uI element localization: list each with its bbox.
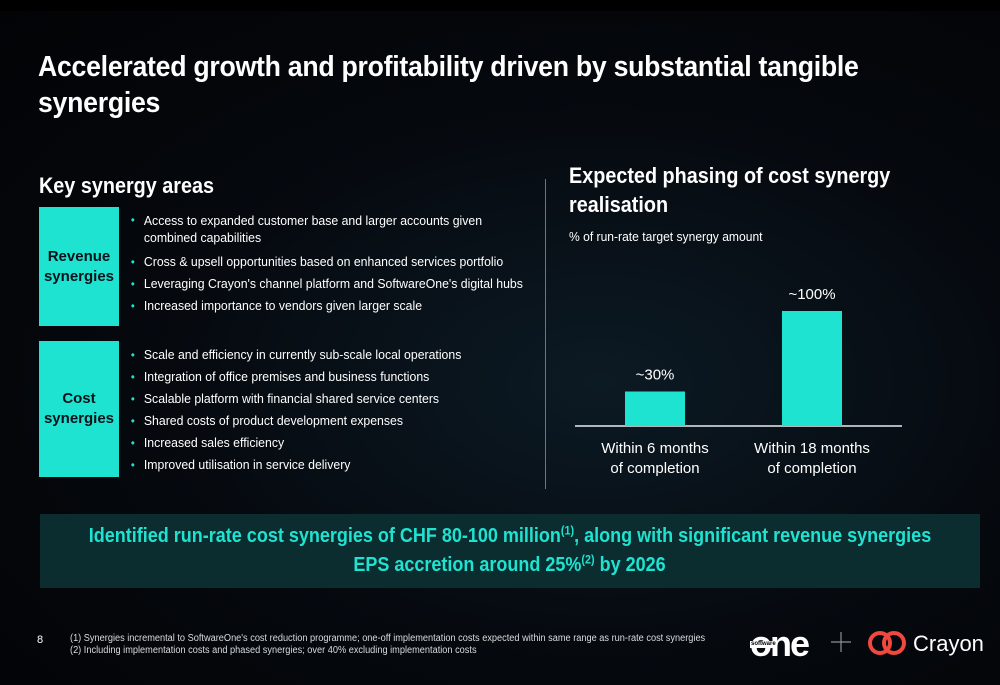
crayon-logo-text: Crayon <box>913 631 984 656</box>
footnote-1: (1) Synergies incremental to SoftwareOne… <box>70 633 706 644</box>
bullet-item: Increased importance to vendors given la… <box>129 295 523 317</box>
key-synergy-heading: Key synergy areas <box>39 173 215 198</box>
footnote-2: (2) Including implementation costs and p… <box>70 645 477 656</box>
bullet-item: Leveraging Crayon's channel platform and… <box>129 273 523 295</box>
banner-line-2: EPS accretion around 25%(2) by 2026 <box>353 552 667 576</box>
chart-subtitle: % of run-rate target synergy amount <box>569 229 763 244</box>
softwareone-logo: one software <box>750 623 810 664</box>
cost-synergies-box: Cost synergies <box>39 341 119 477</box>
cost-bullet-list: Scale and efficiency in currently sub-sc… <box>129 344 486 476</box>
bullet-item: Improved utilisation in service delivery <box>129 454 461 476</box>
phasing-heading: Expected phasing of cost synergy realisa… <box>569 163 891 217</box>
footnotes: (1) Synergies incremental to SoftwareOne… <box>70 633 705 657</box>
category-label-2: of completion <box>767 460 856 477</box>
category-label-1: Within 6 months <box>601 440 709 457</box>
data-label-1: ~30% <box>636 367 675 384</box>
plus-icon <box>831 632 851 652</box>
banner-line-1: Identified run-rate cost synergies of CH… <box>88 523 932 547</box>
synergy-banner: Identified run-rate cost synergies of CH… <box>40 514 980 588</box>
slide: Accelerated growth and profitability dri… <box>0 11 1000 685</box>
category-label-2: Within 18 months <box>754 440 870 457</box>
data-label-2: ~100% <box>788 286 835 303</box>
revenue-synergies-box: Revenue synergies <box>39 207 119 326</box>
page-number: 8 <box>37 634 44 646</box>
bullet-item: Access to expanded customer base and lar… <box>129 212 497 246</box>
bullet-item: Increased sales efficiency <box>129 432 461 454</box>
bar-2 <box>782 311 842 426</box>
bar-1 <box>625 391 685 426</box>
bullet-item: Scalable platform with financial shared … <box>129 388 461 410</box>
crayon-logo-icon <box>868 631 906 655</box>
bullet-item: Cross & upsell opportunities based on en… <box>129 251 523 273</box>
slide-title: Accelerated growth and profitability dri… <box>38 51 859 119</box>
column-divider <box>545 179 546 489</box>
bullet-item: Scale and efficiency in currently sub-sc… <box>129 344 461 366</box>
bullet-item: Shared costs of product development expe… <box>129 410 461 432</box>
phasing-bar-chart: ~30% Within 6 months of completion ~100% Wit… <box>575 286 902 477</box>
revenue-bullet-list: Access to expanded customer base and lar… <box>129 212 553 317</box>
category-label-1: of completion <box>610 460 699 477</box>
cost-synergies-label: Cost synergies <box>43 390 115 427</box>
bullet-item: Integration of office premises and busin… <box>129 366 461 388</box>
revenue-synergies-label: Revenue synergies <box>43 247 115 285</box>
